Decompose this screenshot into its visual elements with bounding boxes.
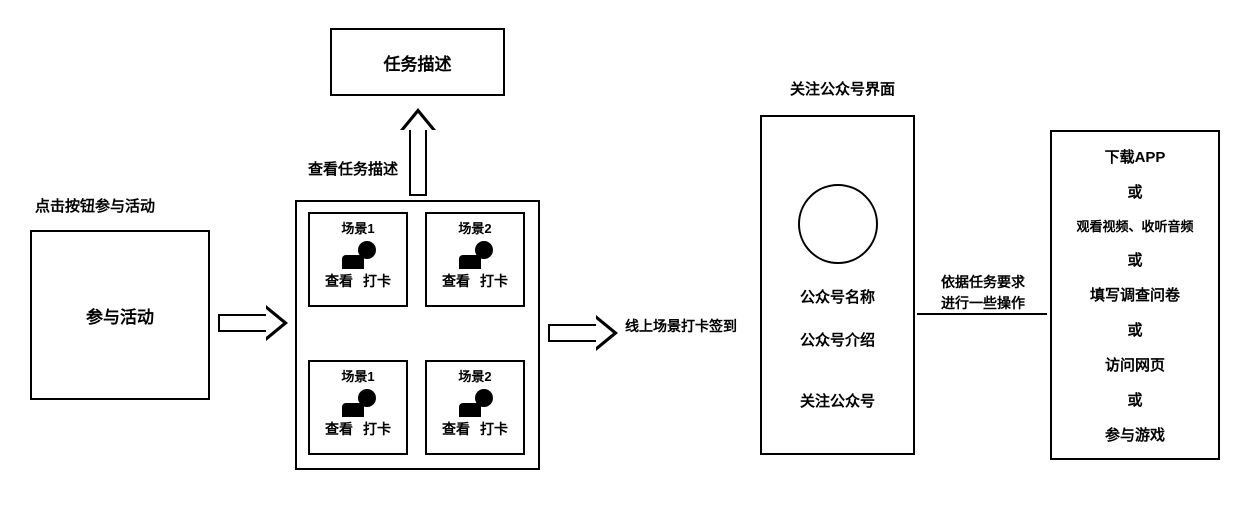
panel-tasks: 下载APP 或 观看视频、收听音频 或 填写调查问卷 或 访问网页 或 参与游戏 bbox=[1050, 130, 1220, 460]
person-icon bbox=[338, 241, 378, 269]
person-icon bbox=[455, 241, 495, 269]
scene2-title: 场景2 bbox=[458, 218, 491, 237]
check-link[interactable]: 打卡 bbox=[480, 271, 508, 291]
label-online-checkin: 线上场景打卡签到 bbox=[625, 316, 737, 336]
check-link[interactable]: 打卡 bbox=[363, 271, 391, 291]
label-follow-pub-page: 关注公众号界面 bbox=[790, 78, 895, 99]
box-participate: 参与活动 bbox=[30, 230, 210, 400]
task-or: 或 bbox=[1127, 389, 1142, 410]
task-item-2: 填写调查问卷 bbox=[1090, 284, 1180, 305]
view-link[interactable]: 查看 bbox=[442, 271, 470, 291]
scene3-title: 场景1 bbox=[341, 366, 374, 385]
pub-follow[interactable]: 关注公众号 bbox=[800, 390, 875, 411]
pub-name: 公众号名称 bbox=[800, 286, 875, 307]
view-link[interactable]: 查看 bbox=[442, 419, 470, 439]
scene-card-3: 场景1 查看 打卡 bbox=[308, 360, 408, 455]
task-or: 或 bbox=[1127, 319, 1142, 340]
task-item-3: 访问网页 bbox=[1105, 354, 1165, 375]
check-link[interactable]: 打卡 bbox=[363, 419, 391, 439]
arrow-scenes-to-pub bbox=[548, 315, 618, 351]
label-click-button: 点击按钮参与活动 bbox=[35, 195, 155, 216]
task-item-4: 参与游戏 bbox=[1105, 424, 1165, 445]
task-item-1: 观看视频、收听音频 bbox=[1076, 216, 1193, 235]
box-task-desc: 任务描述 bbox=[330, 28, 505, 96]
scene-card-4: 场景2 查看 打卡 bbox=[425, 360, 525, 455]
check-link[interactable]: 打卡 bbox=[480, 419, 508, 439]
scene4-title: 场景2 bbox=[458, 366, 491, 385]
box-participate-text: 参与活动 bbox=[86, 303, 154, 328]
task-desc-text: 任务描述 bbox=[384, 50, 452, 75]
panel-public-account: 公众号名称 公众号介绍 关注公众号 bbox=[760, 115, 915, 455]
scene-card-1: 场景1 查看 打卡 bbox=[308, 212, 408, 307]
task-item-0: 下载APP bbox=[1105, 146, 1166, 167]
arrow-scenes-to-task bbox=[400, 108, 436, 196]
scene1-title: 场景1 bbox=[341, 218, 374, 237]
scene-card-2: 场景2 查看 打卡 bbox=[425, 212, 525, 307]
pub-intro: 公众号介绍 bbox=[800, 329, 875, 350]
view-link[interactable]: 查看 bbox=[325, 419, 353, 439]
arrow-participate-to-scenes bbox=[218, 305, 288, 341]
label-view-task-desc: 查看任务描述 bbox=[308, 158, 398, 179]
person-icon bbox=[455, 389, 495, 417]
label-do-ops: 依据任务要求 进行一些操作 bbox=[938, 272, 1028, 314]
task-or: 或 bbox=[1127, 249, 1142, 270]
task-or: 或 bbox=[1127, 181, 1142, 202]
view-link[interactable]: 查看 bbox=[325, 271, 353, 291]
avatar-circle bbox=[798, 184, 878, 264]
person-icon bbox=[338, 389, 378, 417]
